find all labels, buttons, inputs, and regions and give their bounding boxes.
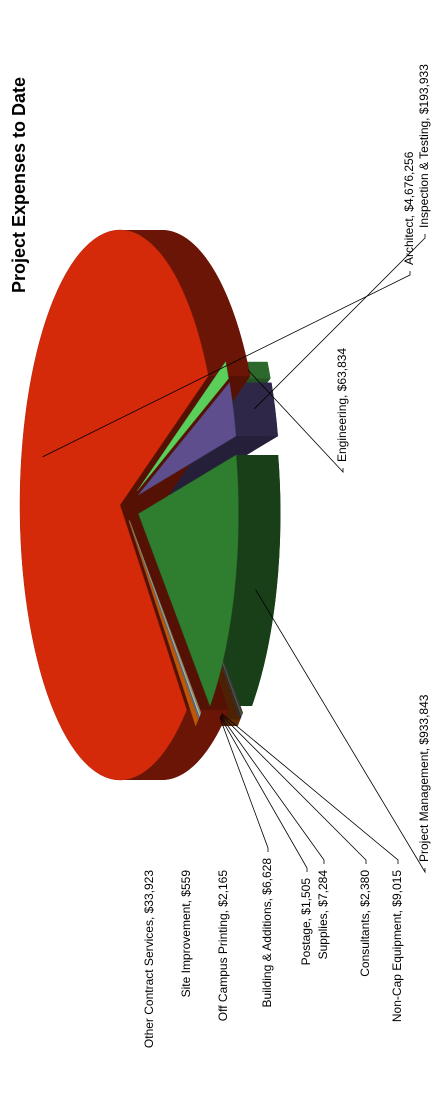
slice-label: Consultants, $2,380	[358, 870, 372, 977]
slice-label: Inspection & Testing, $193,933	[417, 64, 431, 228]
chart-title: Project Expenses to Date	[9, 77, 29, 293]
slice-label: Supplies, $7,284	[316, 870, 330, 960]
slice-wall	[229, 382, 278, 437]
leader-line	[221, 713, 399, 864]
slice-label: Site Improvement, $559	[179, 870, 193, 998]
slice-label: Postage, $1,505	[299, 878, 313, 966]
slice	[128, 521, 199, 727]
slice-wall	[209, 454, 281, 706]
slice-label: Project Management, $933,843	[417, 694, 431, 862]
slice	[138, 381, 237, 496]
slice-label: Building & Additions, $6,628	[260, 858, 274, 1008]
leader-line	[220, 714, 367, 864]
pie	[19, 229, 281, 781]
leader-line	[253, 234, 426, 410]
slice-label: Engineering, $63,834	[335, 348, 349, 462]
slice-label: Off Campus Printing, $2,165	[216, 870, 230, 1022]
leader-line	[255, 589, 426, 874]
slice-label: Non-Cap Equipment, $9,015	[390, 870, 404, 1022]
slice-label: Other Contract Services, $33,923	[142, 870, 156, 1048]
leader-line	[219, 716, 308, 872]
labels: Engineering, $63,834 Inspection & Testing…	[42, 64, 431, 1048]
slice-wall	[120, 709, 229, 780]
leader-line	[219, 717, 269, 852]
slice	[19, 229, 209, 781]
slice	[138, 454, 239, 707]
leader-line	[247, 369, 344, 474]
leader-line	[42, 271, 411, 458]
leader-line	[220, 715, 325, 864]
slice-label: Architect, $4,676,256	[402, 151, 416, 265]
slice	[128, 520, 199, 720]
slice	[137, 361, 229, 492]
slice-wall	[120, 230, 251, 376]
